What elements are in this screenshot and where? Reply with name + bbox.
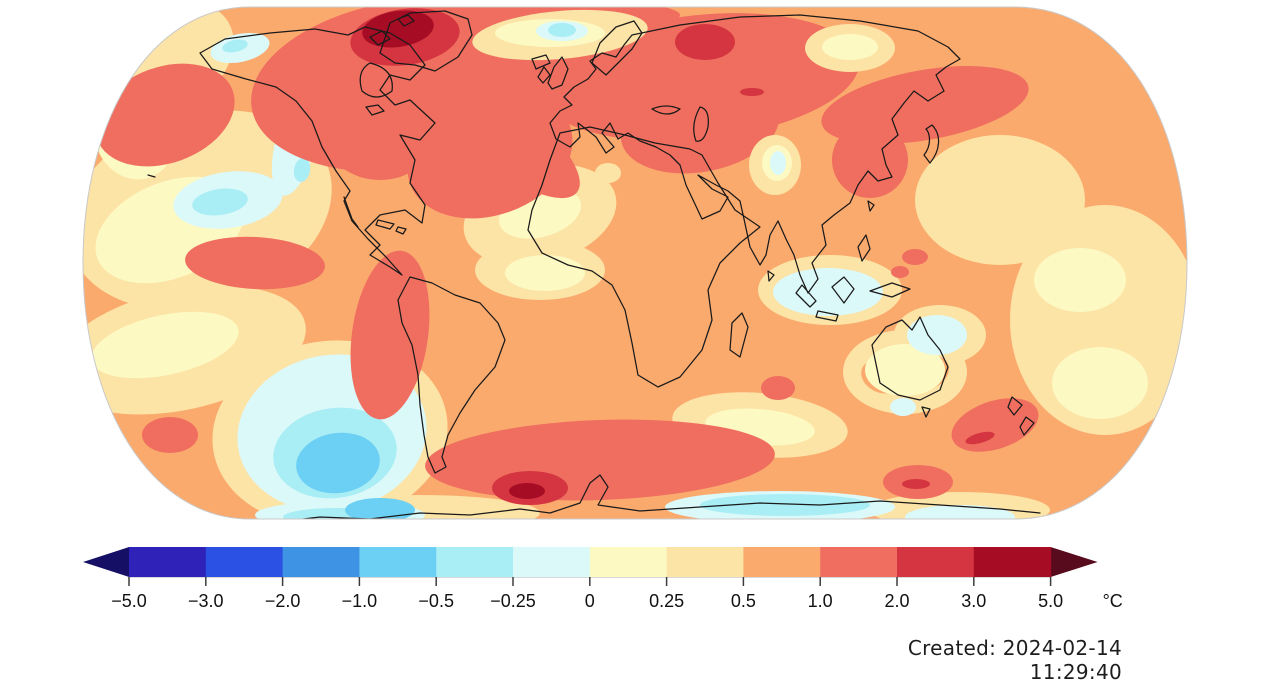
coastlines [147,10,1041,519]
colorbar-tick-label: 1.0 [808,591,833,611]
created-timestamp: Created: 2024-02-14 11:29:40 [907,636,1122,684]
coastline-madagascar [729,312,749,358]
anomaly-blob [91,311,239,379]
colorbar-tick-label: −0.25 [490,591,536,611]
anomaly-blob [865,344,945,396]
colorbar-segment [666,547,744,577]
coastline-australia [871,316,949,418]
anomaly-blob [325,90,435,180]
anomaly-blob [770,151,786,175]
anomaly-blob [740,88,764,96]
colorbar-tick-label: 0.5 [731,591,756,611]
colorbar-segment [743,547,821,577]
colorbar-segment [282,547,360,577]
coastline-africa [527,126,761,388]
colorbar-segment [513,547,591,577]
anomaly-blob [965,431,995,445]
colorbar-tick-label: 0 [585,591,595,611]
anomaly-blob [890,398,916,416]
coastline-caspian-sea [693,106,709,142]
colorbar-segment [359,547,437,577]
anomaly-blob [185,236,325,290]
anomaly-blob [362,10,434,48]
coastline-new-zealand [1007,396,1035,436]
anomaly-blob [902,479,930,489]
anomaly-blob [142,417,198,453]
anomaly-blob [350,250,430,420]
anomaly-blob [902,249,928,265]
coastline-great-lakes [365,104,385,116]
anomaly-blob [192,188,248,216]
colorbar-tick-label: 5.0 [1038,591,1063,611]
colorbar-tick-label: −2.0 [265,591,301,611]
colorbar-below-arrow [83,547,129,577]
colorbar-tick-label: 0.25 [649,591,684,611]
coastline-british-isles [537,56,569,90]
anomaly-blob [675,24,735,60]
anomaly-blob [595,163,621,183]
anomaly-blob [95,63,235,167]
coastline-iceland [531,54,551,70]
colorbar-segment [436,547,514,577]
colorbar-segment [820,547,898,577]
colorbar-segment [897,547,975,577]
coastline-antarctica [269,474,1041,519]
coastline-arctic-islands [369,14,415,46]
anomaly-blob [505,255,585,291]
anomaly-blob [832,122,908,198]
colorbar-unit-label: °C [1103,591,1123,611]
colorbar-tick-label: −5.0 [111,591,147,611]
colorbar-tick-label: −1.0 [342,591,378,611]
colorbar-above-arrow [1050,547,1098,577]
anomaly-blob [509,483,545,499]
colorbar-segment [205,547,284,577]
anomaly-blob [440,81,580,199]
coastline-hudson-bay [359,62,393,98]
coastline-eurasia [549,14,961,294]
coastline-south-america [397,276,506,474]
coastline-caribbean [375,219,407,235]
anomaly-blob [822,34,878,60]
coastline-se-asia-islands [767,200,911,322]
colorbar-segment [589,547,668,577]
anomaly-blob [773,268,883,316]
colorbar-tick-label: 3.0 [961,591,986,611]
anomaly-field [83,7,1187,519]
colorbar-legend: −5.0 −3.0 −2.0 −1.0 −0.5 −0.25 0 0.25 0.5 1.0 2.0 3… [83,547,1123,611]
anomaly-blob [905,505,1015,519]
anomaly-blob [548,23,576,37]
colorbar-segment [129,547,207,577]
coastline-hawaii [147,174,156,178]
anomaly-blob [222,39,248,53]
anomaly-blob [761,376,795,400]
anomaly-blob [1034,248,1126,312]
coastline-scandinavia [591,20,643,76]
colorbar-tick-label: −0.5 [418,591,454,611]
coastline-japan [923,124,940,164]
map-outline [82,6,1188,520]
anomaly-blob [1052,347,1148,419]
coastline-baja [343,196,359,228]
world-map [82,6,1188,520]
coastline-black-sea [651,105,681,115]
anomaly-blob [891,266,909,278]
anomaly-blob [296,432,380,494]
colorbar-tick-label: 2.0 [884,591,909,611]
anomaly-blob [700,494,870,516]
colorbar-tick-label: −3.0 [188,591,224,611]
anomaly-blob [907,315,967,355]
anomaly-blob [293,158,311,182]
colorbar-segment [973,547,1052,577]
anomaly-blob [915,135,1085,265]
